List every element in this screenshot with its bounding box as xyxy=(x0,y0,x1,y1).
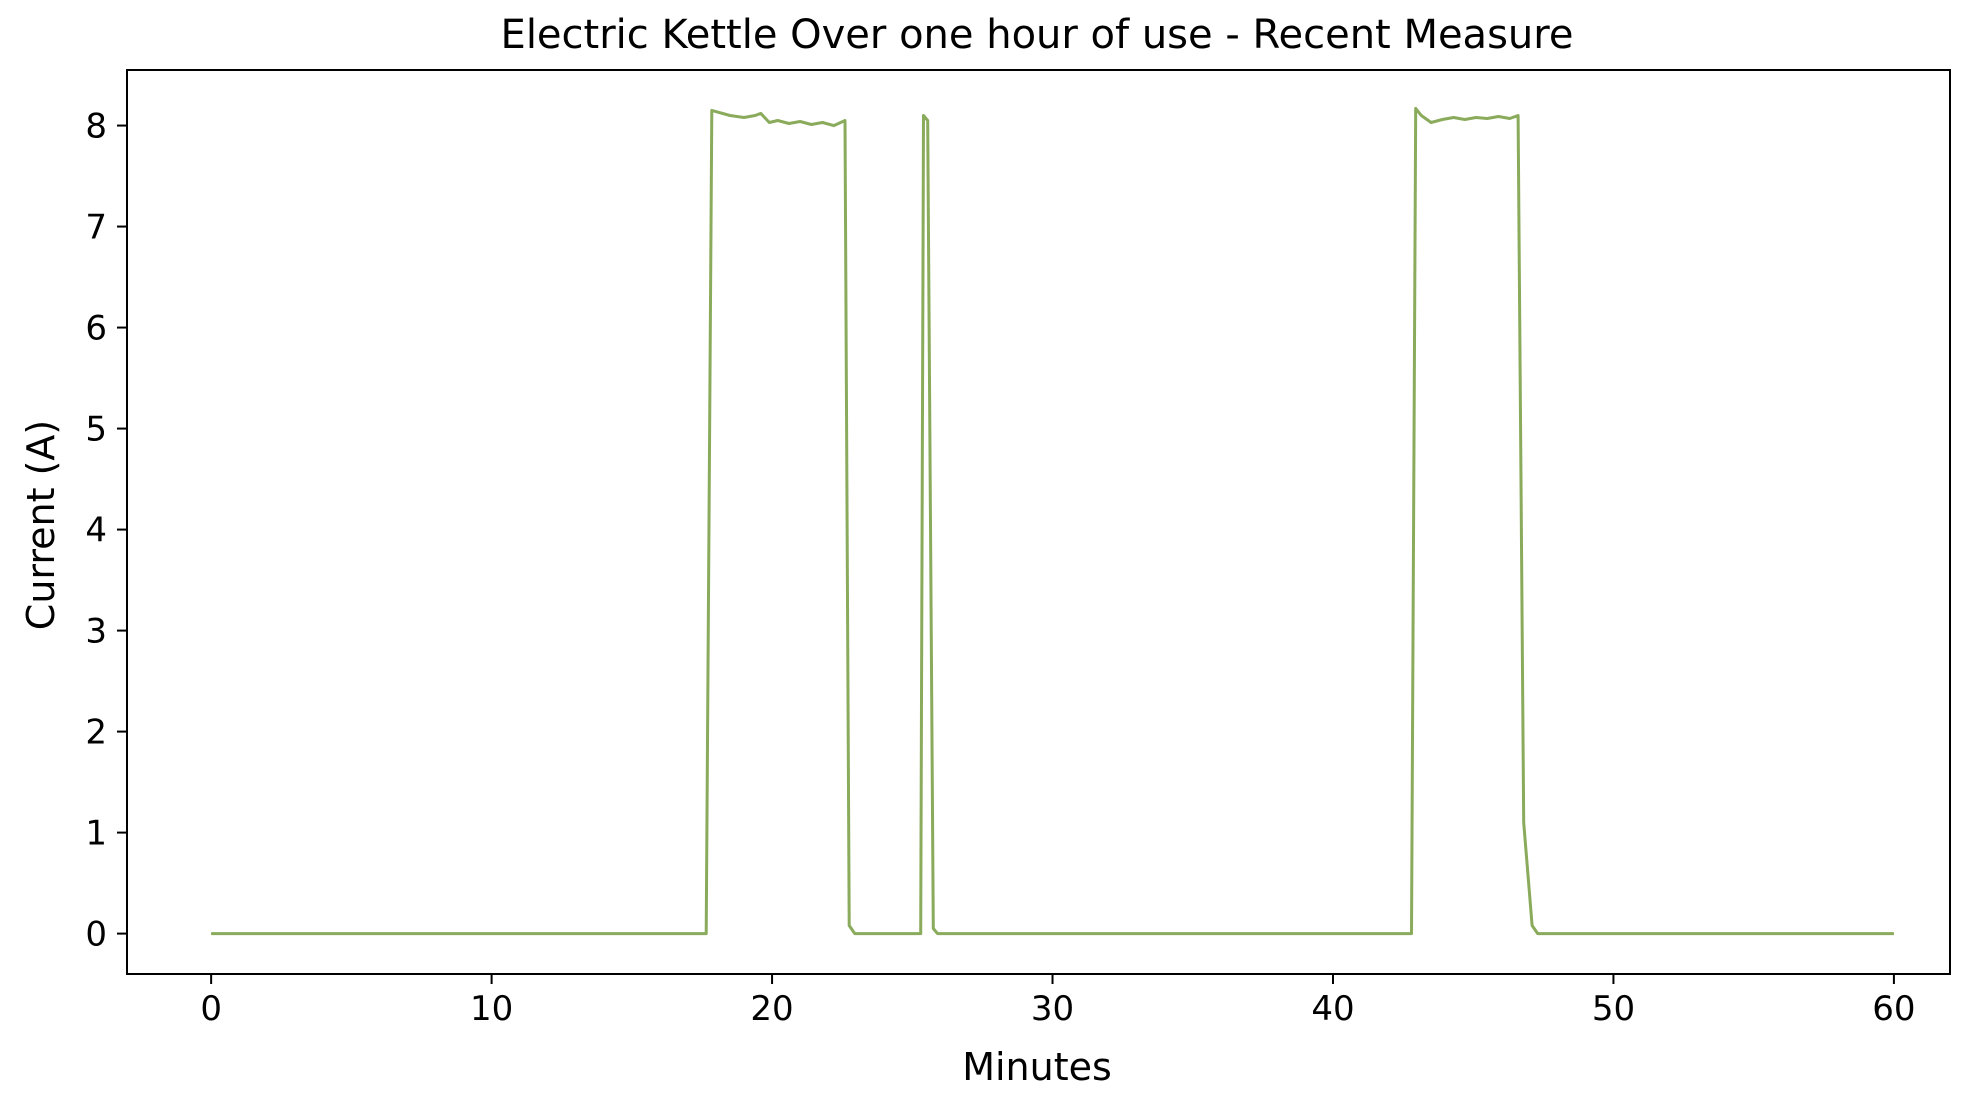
y-tick-label: 4 xyxy=(85,511,107,551)
y-tick-label: 5 xyxy=(85,410,107,450)
chart-title: Electric Kettle Over one hour of use - R… xyxy=(501,12,1574,58)
y-tick-label: 8 xyxy=(85,107,107,147)
y-tick-label: 1 xyxy=(85,814,107,854)
x-tick-label: 10 xyxy=(470,989,513,1029)
x-tick-label: 30 xyxy=(1031,989,1074,1029)
series-line-current xyxy=(211,106,1894,936)
y-axis-ticks: 0 1 2 3 4 5 6 7 8 xyxy=(85,107,127,955)
x-tick-label: 0 xyxy=(200,989,222,1029)
x-tick-label: 40 xyxy=(1311,989,1354,1029)
x-axis-ticks: 0 10 20 30 40 50 60 xyxy=(200,974,1916,1029)
x-tick-label: 60 xyxy=(1872,989,1915,1029)
x-tick-label: 50 xyxy=(1592,989,1635,1029)
x-tick-label: 20 xyxy=(750,989,793,1029)
plot-area-frame xyxy=(126,69,1951,975)
y-tick-label: 6 xyxy=(85,309,107,349)
y-tick-label: 7 xyxy=(85,208,107,248)
y-tick-label: 3 xyxy=(85,612,107,652)
y-axis-label: Current (A) xyxy=(19,420,63,630)
y-tick-label: 0 xyxy=(85,915,107,955)
y-tick-label: 2 xyxy=(85,713,107,753)
x-axis-label: Minutes xyxy=(962,1045,1112,1089)
